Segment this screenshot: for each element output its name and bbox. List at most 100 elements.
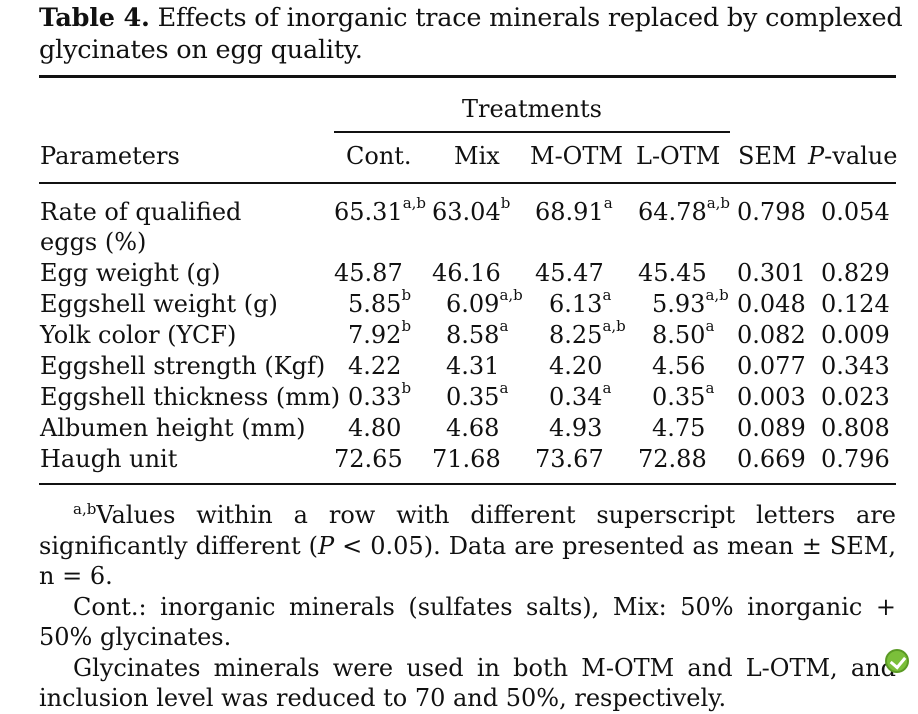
note-p: P — [318, 531, 335, 560]
cell-motm: 73.67 — [535, 444, 604, 474]
sem-header: SEM — [738, 142, 797, 170]
parameters-header: Parameters — [40, 142, 180, 170]
cell-lotm: 45.45 — [638, 258, 707, 288]
cell-value: 45.45 — [638, 259, 707, 287]
cell-value: 4.68 — [446, 414, 500, 442]
cell-motm: 0.34a — [549, 381, 611, 412]
cell-superscript: a,b — [499, 286, 523, 304]
row-parameter: Eggshell weight (g) — [40, 290, 278, 318]
cell-value: 68.91 — [535, 198, 604, 226]
p-rest: -value — [824, 142, 898, 170]
cell-value: 65.31 — [334, 198, 403, 226]
cell-superscript: b — [401, 379, 412, 397]
cell-value: 4.22 — [348, 352, 402, 380]
cell-value: 45.87 — [334, 259, 403, 287]
cell-superscript: b — [500, 194, 511, 212]
cell-value: 73.67 — [535, 445, 604, 473]
cell-value: 8.25 — [549, 321, 603, 349]
cell-sem: 0.669 — [737, 445, 806, 473]
cell-sem: 0.082 — [737, 321, 806, 349]
cell-cont: 5.85b — [348, 288, 411, 319]
header-rule — [39, 182, 896, 184]
cell-value: 71.68 — [432, 445, 501, 473]
row-parameter: Eggshell strength (Kgf) — [40, 352, 326, 380]
cell-value: 4.31 — [446, 352, 500, 380]
cell-value: 5.93 — [652, 290, 706, 318]
cell-value: 4.80 — [348, 414, 402, 442]
row-parameter-continued: eggs (%) — [40, 228, 147, 256]
cell-superscript: a — [705, 317, 715, 335]
row-parameter: Albumen height (mm) — [40, 414, 306, 442]
treatments-header: Treatments — [461, 95, 602, 123]
treatments-rule — [334, 131, 730, 133]
cell-value: 72.88 — [638, 445, 707, 473]
cell-superscript: a,b — [706, 194, 731, 212]
p-italic: P — [808, 142, 825, 170]
cell-superscript: a — [499, 379, 509, 397]
cell-value: 63.04 — [432, 198, 501, 226]
cell-cont: 7.92b — [348, 317, 412, 350]
cell-sem: 0.301 — [737, 259, 806, 287]
cell-mix: 46.16 — [432, 258, 501, 288]
cell-cont: 65.31a,b — [334, 194, 427, 227]
cell-cont: 45.87 — [334, 258, 403, 288]
cell-lotm: 0.35a — [652, 379, 715, 412]
cell-motm: 8.25a,b — [549, 319, 626, 350]
note-glycinates: Glycinates minerals were used in both M-… — [39, 653, 896, 713]
cell-cont: 4.80 — [348, 413, 401, 443]
cell-superscript: a — [602, 286, 612, 304]
table-label: Table 4. — [39, 3, 150, 33]
cell-value: 4.56 — [652, 352, 706, 380]
cell-value: 0.34 — [549, 383, 603, 411]
cell-lotm: 64.78a,b — [638, 194, 731, 227]
cell-motm: 68.91a — [535, 196, 613, 227]
row-parameter: Haugh unit — [40, 445, 178, 473]
cell-value: 5.85 — [348, 290, 402, 318]
cell-superscript: a,b — [705, 286, 729, 304]
note-text-a: Values within a row with different super… — [39, 501, 896, 560]
cell-mix: 8.58a — [446, 317, 509, 350]
cell-motm: 6.13a — [549, 286, 612, 319]
cell-sem: 0.003 — [737, 383, 806, 411]
cell-lotm: 8.50a — [652, 317, 715, 350]
row-parameter: Eggshell thickness (mm) — [40, 383, 341, 411]
cell-motm: 4.93 — [549, 413, 602, 443]
cell-cont: 0.33b — [348, 379, 412, 412]
row-parameter: Yolk color (YCF) — [40, 321, 237, 349]
table-caption: Table 4. Effects of inorganic trace mine… — [39, 2, 909, 66]
note-sup: a,b — [73, 500, 97, 518]
cell-mix: 63.04b — [432, 194, 511, 227]
check-leaf-icon[interactable] — [885, 649, 909, 673]
cell-value: 8.50 — [652, 321, 706, 349]
cell-pvalue: 0.054 — [821, 198, 890, 226]
cell-superscript: b — [401, 317, 412, 335]
cell-pvalue: 0.808 — [821, 414, 890, 442]
pvalue-header: P-value — [808, 141, 897, 171]
mix-header: Mix — [454, 142, 500, 170]
cell-value: 0.35 — [652, 383, 706, 411]
cell-sem: 0.798 — [737, 198, 806, 226]
cell-lotm: 4.56 — [652, 351, 705, 381]
cell-superscript: a — [499, 317, 509, 335]
cell-mix: 6.09a,b — [446, 286, 523, 319]
cell-sem: 0.089 — [737, 414, 806, 442]
cell-cont: 4.22 — [348, 351, 401, 381]
cell-value: 45.47 — [535, 259, 604, 287]
cell-sem: 0.077 — [737, 352, 806, 380]
top-rule — [39, 75, 896, 78]
cell-pvalue: 0.023 — [821, 383, 890, 411]
cell-lotm: 4.75 — [652, 413, 705, 443]
cell-superscript: a — [705, 379, 715, 397]
cell-cont: 72.65 — [334, 444, 403, 474]
cell-value: 8.58 — [446, 321, 500, 349]
cell-mix: 4.31 — [446, 351, 499, 381]
cell-value: 4.93 — [549, 414, 603, 442]
cell-pvalue: 0.829 — [821, 259, 890, 287]
cont-header: Cont. — [346, 142, 412, 170]
cell-superscript: a,b — [402, 194, 427, 212]
note-text-b: < 0.05). Data are presented as mean ± SE… — [39, 531, 896, 591]
cell-pvalue: 0.343 — [821, 352, 890, 380]
cell-mix: 0.35a — [446, 379, 509, 412]
lotm-header: L-OTM — [636, 142, 721, 170]
cell-mix: 71.68 — [432, 444, 501, 474]
